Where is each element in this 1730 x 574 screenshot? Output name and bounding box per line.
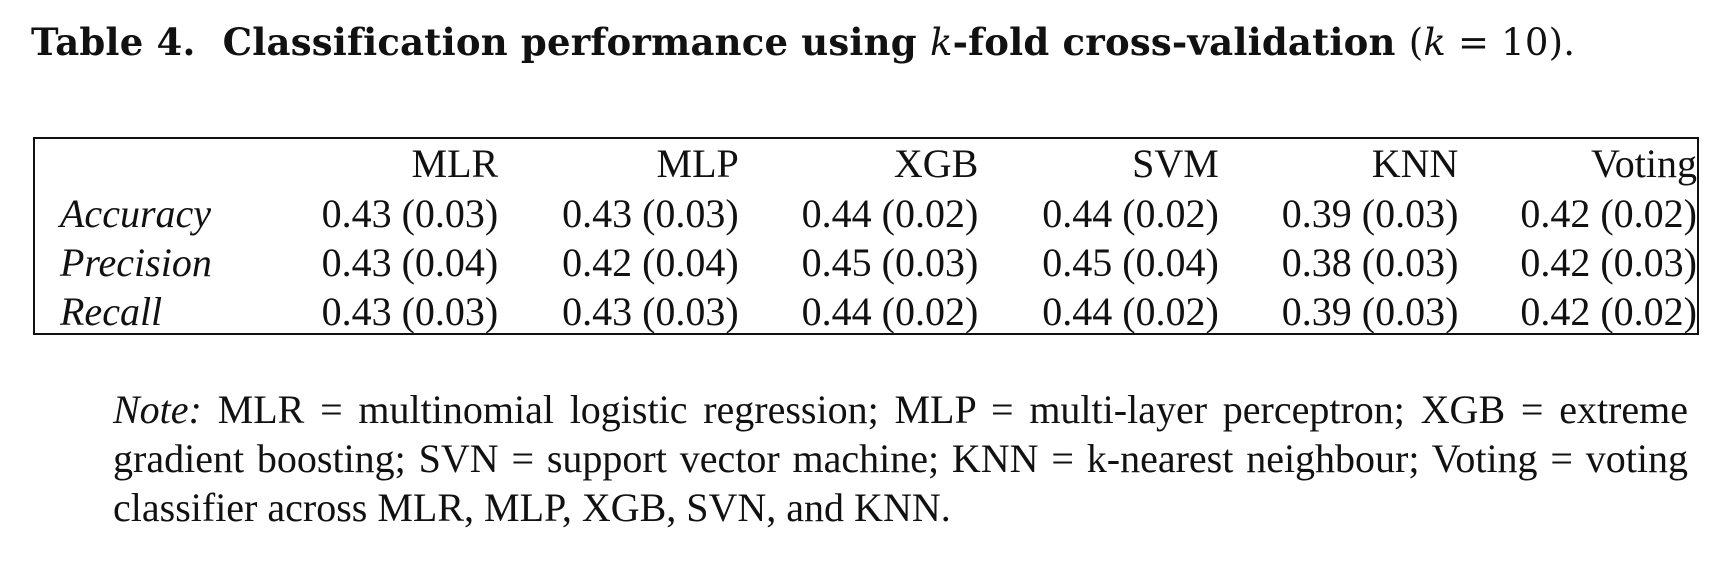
table-row-recall: Recall 0.43 (0.03) 0.43 (0.03) 0.44 (0.0… xyxy=(35,287,1697,336)
results-table: MLR MLP XGB SVM KNN Voting Accuracy 0.43… xyxy=(35,139,1697,336)
table-row-accuracy: Accuracy 0.43 (0.03) 0.43 (0.03) 0.44 (0… xyxy=(35,189,1697,238)
table-cell: 0.42 (0.02) xyxy=(1520,289,1697,334)
caption-paren-close: ). xyxy=(1548,21,1576,64)
results-table-frame: MLR MLP XGB SVM KNN Voting Accuracy 0.43… xyxy=(33,137,1699,335)
table-cell: 0.43 (0.03) xyxy=(562,289,739,334)
table-number: Table 4. xyxy=(31,20,196,64)
column-header-empty xyxy=(35,139,275,189)
table-header-row: MLR MLP XGB SVM KNN Voting xyxy=(35,139,1697,189)
column-header-mlr: MLR xyxy=(411,141,499,186)
table-cell: 0.45 (0.04) xyxy=(1042,240,1219,285)
table-cell: 0.39 (0.03) xyxy=(1281,191,1459,236)
table-cell: 0.43 (0.03) xyxy=(321,191,499,236)
caption-paren-open: ( xyxy=(1408,21,1424,64)
note-label: Note: xyxy=(113,387,202,432)
table-cell: 0.44 (0.02) xyxy=(1042,191,1219,236)
caption-text-after: -fold cross-validation xyxy=(952,20,1396,64)
caption-k-eq: k xyxy=(1423,21,1446,64)
column-header-voting: Voting xyxy=(1591,141,1697,186)
table-cell: 0.44 (0.02) xyxy=(801,191,979,236)
note-text: MLR = multinomial logistic regression; M… xyxy=(113,387,1688,530)
table-cell: 0.42 (0.04) xyxy=(562,240,739,285)
table-cell: 0.45 (0.03) xyxy=(801,240,979,285)
column-header-knn: KNN xyxy=(1371,141,1459,186)
table-cell: 0.42 (0.02) xyxy=(1520,191,1697,236)
column-header-svm: SVM xyxy=(1132,141,1219,186)
table-cell: 0.43 (0.04) xyxy=(321,240,499,285)
table-cell: 0.44 (0.02) xyxy=(1042,289,1219,334)
row-label-accuracy: Accuracy xyxy=(60,191,212,236)
column-header-xgb: XGB xyxy=(893,141,979,186)
caption-text-before: Classification performance using xyxy=(222,20,917,64)
caption-k-symbol: k xyxy=(929,21,953,64)
table-cell: 0.43 (0.03) xyxy=(321,289,499,334)
row-label-recall: Recall xyxy=(60,289,163,334)
table-row-precision: Precision 0.43 (0.04) 0.42 (0.04) 0.45 (… xyxy=(35,238,1697,287)
table-cell: 0.39 (0.03) xyxy=(1281,289,1459,334)
table-cell: 0.44 (0.02) xyxy=(801,289,979,334)
table-cell: 0.42 (0.03) xyxy=(1520,240,1697,285)
row-label-precision: Precision xyxy=(60,240,212,285)
table-caption: Table 4. Classification performance usin… xyxy=(31,14,1575,71)
table-cell: 0.38 (0.03) xyxy=(1281,240,1459,285)
table-cell: 0.43 (0.03) xyxy=(562,191,739,236)
caption-eq-value: = 10 xyxy=(1445,21,1549,64)
column-header-mlp: MLP xyxy=(656,141,739,186)
table-note: Note: MLR = multinomial logistic regress… xyxy=(113,385,1688,532)
